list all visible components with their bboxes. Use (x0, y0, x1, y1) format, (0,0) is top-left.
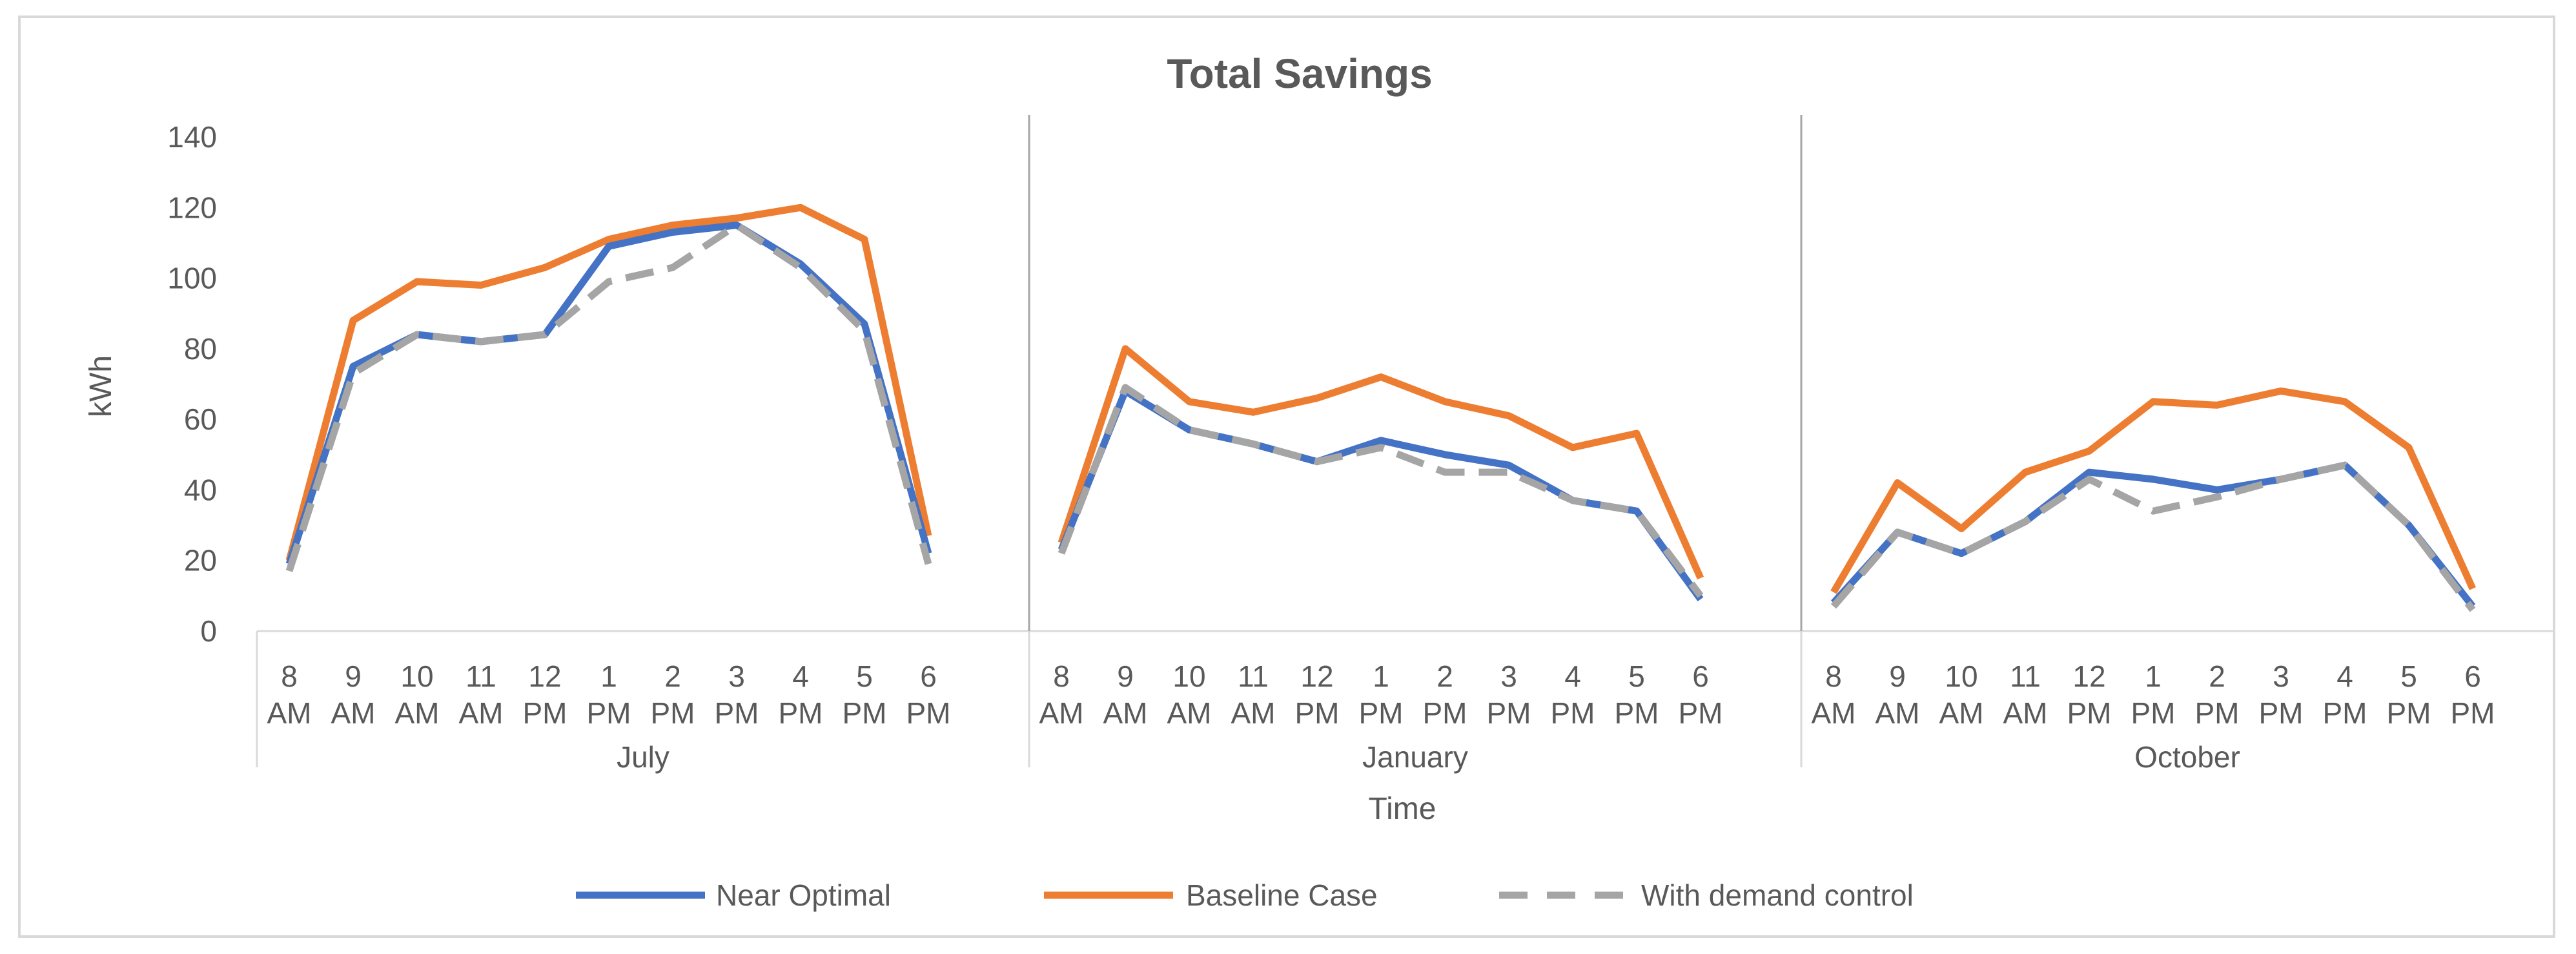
x-group-label: January (1362, 740, 1468, 774)
series-line-baseline-case (285, 203, 932, 562)
y-tick-label: 60 (184, 402, 217, 436)
x-tick-meridiem: PM (2067, 696, 2112, 730)
x-tick-meridiem: AM (395, 696, 440, 730)
legend-label: With demand control (1641, 878, 1914, 912)
x-tick-hour: 8 (1825, 659, 1842, 693)
x-tick-hour: 3 (1500, 659, 1517, 693)
series-line-with-demand-control (285, 222, 932, 572)
x-tick-meridiem: PM (1551, 696, 1595, 730)
chart-frame: Total Savings kWh Time 0 20 40 60 80 100 120 14… (18, 16, 2555, 938)
x-tick-hour: 11 (1238, 659, 1269, 693)
x-tick-hour: 6 (920, 659, 937, 693)
axes: 0204060801001201408AM9AM10AM11AM12PM1PM2… (167, 115, 2553, 774)
series-line-near-optimal (285, 222, 932, 565)
legend-label: Near Optimal (716, 878, 891, 912)
x-tick-meridiem: AM (1039, 696, 1084, 730)
x-tick-meridiem: AM (1103, 696, 1148, 730)
y-axis-label: kWh (84, 355, 118, 417)
total-savings-chart: Total Savings kWh Time 02040608010012014… (84, 50, 2553, 912)
x-tick-hour: 3 (2273, 659, 2289, 693)
y-tick-label: 140 (167, 120, 217, 154)
x-tick-hour: 3 (728, 659, 745, 693)
series-line-with-demand-control (1830, 461, 2476, 612)
x-tick-meridiem: PM (2451, 696, 2495, 730)
x-tick-hour: 8 (281, 659, 298, 693)
x-tick-meridiem: PM (523, 696, 567, 730)
x-tick-hour: 10 (1945, 659, 1978, 693)
x-group-label: October (2134, 740, 2240, 774)
x-tick-hour: 10 (400, 659, 433, 693)
x-tick-meridiem: PM (1423, 696, 1467, 730)
x-tick-meridiem: AM (1939, 696, 1984, 730)
x-group-label: July (617, 740, 670, 774)
x-tick-hour: 9 (345, 659, 362, 693)
x-tick-meridiem: PM (1487, 696, 1531, 730)
plot-area (285, 203, 2477, 612)
x-tick-hour: 11 (2010, 659, 2041, 693)
x-tick-meridiem: PM (906, 696, 951, 730)
x-tick-meridiem: AM (267, 696, 312, 730)
x-tick-hour: 12 (2072, 659, 2105, 693)
x-tick-meridiem: PM (715, 696, 759, 730)
x-tick-meridiem: AM (1876, 696, 1920, 730)
y-tick-label: 20 (184, 544, 217, 577)
x-tick-meridiem: PM (1615, 696, 1659, 730)
series-line-with-demand-control (1058, 384, 1704, 598)
x-tick-meridiem: PM (2323, 696, 2367, 730)
x-tick-meridiem: PM (651, 696, 695, 730)
y-tick-label: 80 (184, 332, 217, 366)
x-tick-hour: 12 (528, 659, 561, 693)
x-tick-hour: 2 (1436, 659, 1453, 693)
x-tick-meridiem: PM (2131, 696, 2176, 730)
x-tick-hour: 4 (2336, 659, 2353, 693)
legend: Near Optimal Baseline Case With demand con… (576, 878, 1914, 912)
x-tick-meridiem: PM (2195, 696, 2240, 730)
x-tick-meridiem: AM (1812, 696, 1856, 730)
y-tick-label: 120 (167, 191, 217, 224)
x-tick-meridiem: AM (459, 696, 504, 730)
x-tick-hour: 10 (1172, 659, 1205, 693)
x-tick-meridiem: PM (843, 696, 887, 730)
y-tick-label: 40 (184, 473, 217, 506)
x-tick-hour: 9 (1117, 659, 1134, 693)
x-tick-hour: 1 (1373, 659, 1389, 693)
chart-title: Total Savings (1167, 50, 1432, 97)
x-tick-meridiem: PM (587, 696, 631, 730)
x-tick-hour: 4 (1564, 659, 1581, 693)
x-axis-label: Time (1369, 792, 1436, 826)
y-tick-label: 0 (200, 614, 217, 648)
series-line-baseline-case (1830, 387, 2477, 594)
x-tick-meridiem: PM (2259, 696, 2304, 730)
x-tick-hour: 6 (1692, 659, 1709, 693)
series-line-near-optimal (1830, 461, 2476, 609)
x-tick-hour: 5 (856, 659, 873, 693)
x-tick-hour: 9 (1889, 659, 1906, 693)
x-tick-meridiem: AM (331, 696, 376, 730)
x-tick-meridiem: AM (1167, 696, 1212, 730)
x-tick-hour: 11 (465, 659, 496, 693)
x-tick-hour: 8 (1053, 659, 1070, 693)
x-tick-hour: 1 (600, 659, 617, 693)
x-tick-meridiem: PM (1679, 696, 1723, 730)
x-tick-meridiem: PM (2387, 696, 2431, 730)
x-tick-hour: 2 (664, 659, 681, 693)
x-tick-meridiem: PM (1359, 696, 1404, 730)
x-tick-hour: 2 (2209, 659, 2225, 693)
x-tick-hour: 4 (792, 659, 809, 693)
y-tick-label: 100 (167, 262, 217, 295)
x-tick-hour: 5 (2400, 659, 2417, 693)
x-tick-meridiem: AM (2003, 696, 2048, 730)
x-tick-meridiem: PM (779, 696, 823, 730)
x-tick-meridiem: AM (1231, 696, 1276, 730)
x-tick-meridiem: PM (1295, 696, 1340, 730)
series-line-near-optimal (1058, 387, 1704, 602)
x-tick-hour: 12 (1300, 659, 1333, 693)
x-tick-hour: 5 (1628, 659, 1645, 693)
x-tick-hour: 1 (2145, 659, 2162, 693)
x-tick-hour: 6 (2464, 659, 2481, 693)
series-line-baseline-case (1058, 345, 1704, 580)
legend-label: Baseline Case (1186, 878, 1378, 912)
